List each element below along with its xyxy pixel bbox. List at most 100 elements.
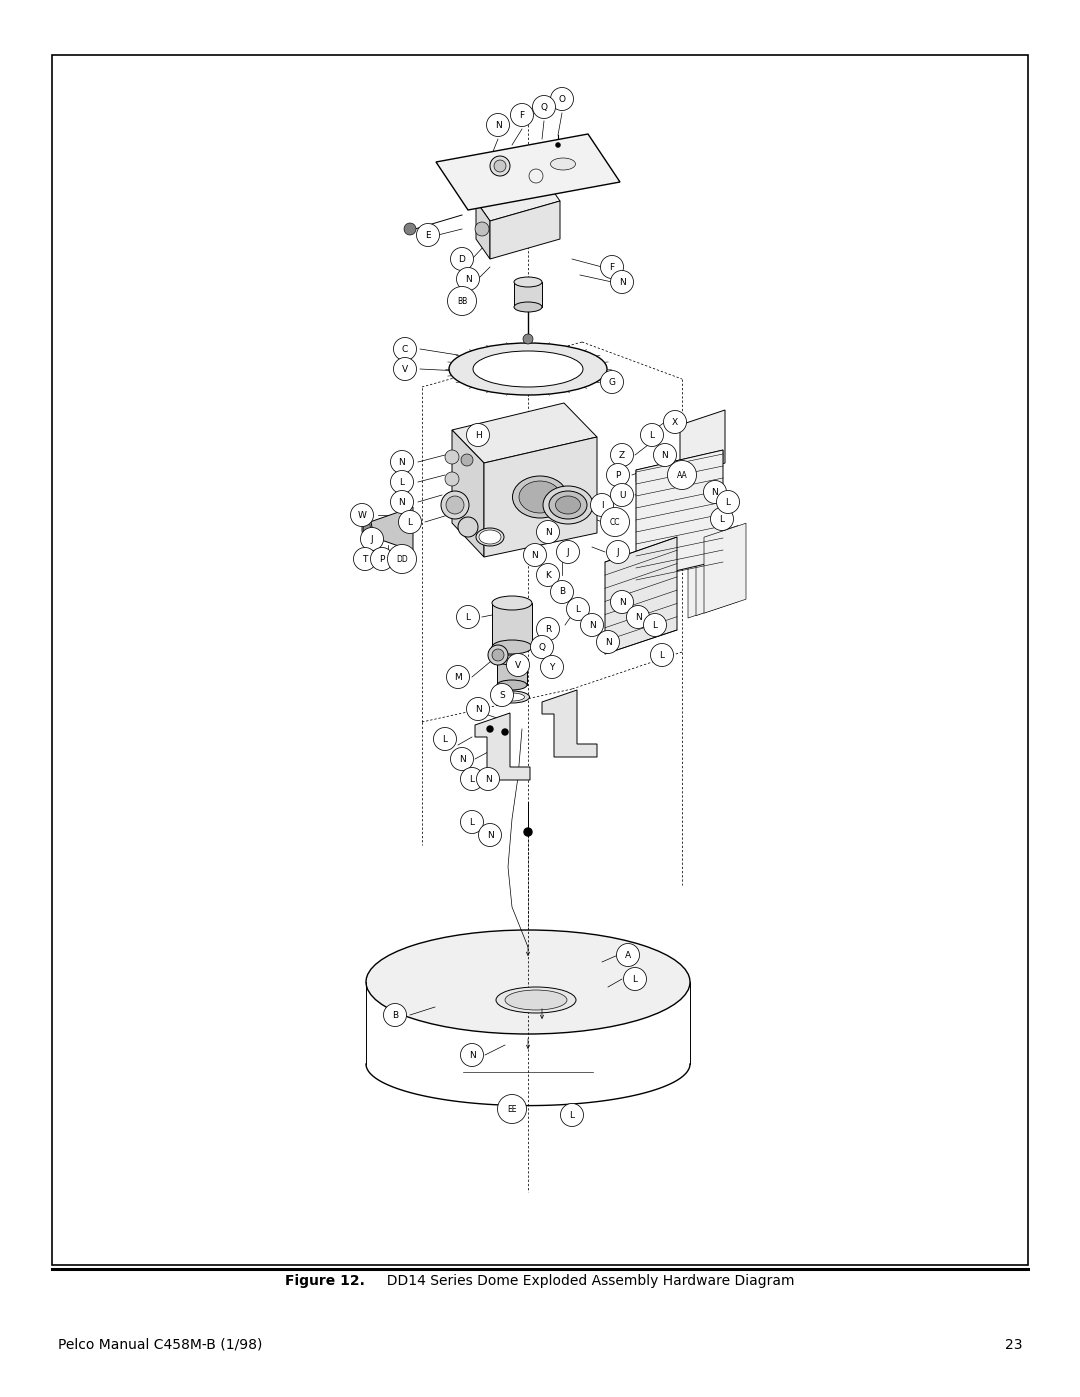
Text: J: J: [370, 535, 374, 543]
Text: P: P: [616, 471, 621, 479]
Text: L: L: [719, 514, 725, 524]
Text: W: W: [357, 510, 366, 520]
Text: O: O: [558, 95, 566, 103]
Circle shape: [600, 256, 623, 278]
Polygon shape: [453, 430, 484, 557]
Circle shape: [467, 423, 489, 447]
Circle shape: [460, 767, 484, 791]
Text: Pelco Manual C458M-B (1/98): Pelco Manual C458M-B (1/98): [58, 1338, 262, 1352]
Polygon shape: [542, 690, 597, 757]
Ellipse shape: [551, 158, 576, 170]
Text: N: N: [619, 598, 625, 606]
Circle shape: [391, 471, 414, 493]
Circle shape: [494, 161, 507, 172]
Polygon shape: [453, 402, 597, 462]
Circle shape: [711, 507, 733, 531]
Polygon shape: [680, 409, 725, 476]
Ellipse shape: [519, 481, 561, 513]
Circle shape: [467, 697, 489, 721]
Circle shape: [404, 224, 416, 235]
Text: L: L: [407, 517, 413, 527]
Circle shape: [567, 598, 590, 620]
Circle shape: [607, 541, 630, 563]
Circle shape: [446, 665, 470, 689]
Polygon shape: [704, 524, 746, 613]
Ellipse shape: [555, 496, 581, 514]
Polygon shape: [605, 536, 677, 654]
Text: N: N: [495, 120, 501, 130]
Text: S: S: [499, 690, 504, 700]
Circle shape: [478, 823, 501, 847]
Text: M: M: [454, 672, 462, 682]
Polygon shape: [367, 507, 413, 550]
Circle shape: [610, 271, 634, 293]
Text: B: B: [392, 1010, 399, 1020]
Text: X: X: [672, 418, 678, 426]
Circle shape: [391, 490, 414, 514]
Circle shape: [488, 645, 508, 665]
Circle shape: [591, 493, 613, 517]
Text: B: B: [559, 588, 565, 597]
Circle shape: [461, 454, 473, 467]
Circle shape: [417, 224, 440, 246]
Text: N: N: [544, 528, 552, 536]
Circle shape: [441, 490, 469, 520]
Text: N: N: [712, 488, 718, 496]
Text: Q: Q: [540, 102, 548, 112]
Ellipse shape: [492, 597, 532, 610]
Circle shape: [524, 828, 532, 835]
Ellipse shape: [473, 351, 583, 387]
Text: G: G: [608, 377, 616, 387]
Text: T: T: [362, 555, 367, 563]
Circle shape: [502, 729, 508, 735]
Circle shape: [523, 334, 534, 344]
Text: F: F: [609, 263, 615, 271]
Ellipse shape: [449, 344, 607, 395]
Text: DD14 Series Dome Exploded Assembly Hardware Diagram: DD14 Series Dome Exploded Assembly Hardw…: [378, 1274, 795, 1288]
Circle shape: [556, 541, 580, 563]
Polygon shape: [484, 437, 597, 557]
Circle shape: [600, 507, 630, 536]
Circle shape: [490, 156, 510, 176]
Text: L: L: [649, 430, 654, 440]
Circle shape: [447, 286, 476, 316]
Circle shape: [399, 510, 421, 534]
Circle shape: [393, 358, 417, 380]
Circle shape: [600, 370, 623, 394]
Circle shape: [667, 461, 697, 489]
Circle shape: [524, 543, 546, 567]
Circle shape: [663, 411, 687, 433]
Ellipse shape: [366, 930, 690, 1034]
Text: EE: EE: [508, 1105, 516, 1113]
Circle shape: [351, 503, 374, 527]
Text: N: N: [619, 278, 625, 286]
Text: AA: AA: [677, 471, 687, 479]
Text: N: N: [485, 774, 491, 784]
Polygon shape: [476, 182, 561, 221]
Ellipse shape: [497, 680, 527, 690]
Text: L: L: [652, 620, 658, 630]
Circle shape: [610, 591, 634, 613]
Text: L: L: [726, 497, 730, 507]
Circle shape: [511, 103, 534, 127]
Text: V: V: [515, 661, 521, 669]
Circle shape: [391, 450, 414, 474]
Polygon shape: [636, 450, 723, 482]
Text: J: J: [567, 548, 569, 556]
Circle shape: [644, 613, 666, 637]
Circle shape: [540, 655, 564, 679]
Circle shape: [450, 747, 473, 771]
Text: L: L: [569, 1111, 575, 1119]
Ellipse shape: [492, 640, 532, 654]
Ellipse shape: [505, 990, 567, 1010]
Circle shape: [617, 943, 639, 967]
Text: I: I: [600, 500, 604, 510]
Circle shape: [530, 636, 554, 658]
Circle shape: [551, 88, 573, 110]
Ellipse shape: [497, 655, 527, 665]
Text: V: V: [402, 365, 408, 373]
Circle shape: [532, 95, 555, 119]
Polygon shape: [476, 201, 490, 258]
Text: C: C: [402, 345, 408, 353]
Polygon shape: [490, 201, 561, 258]
